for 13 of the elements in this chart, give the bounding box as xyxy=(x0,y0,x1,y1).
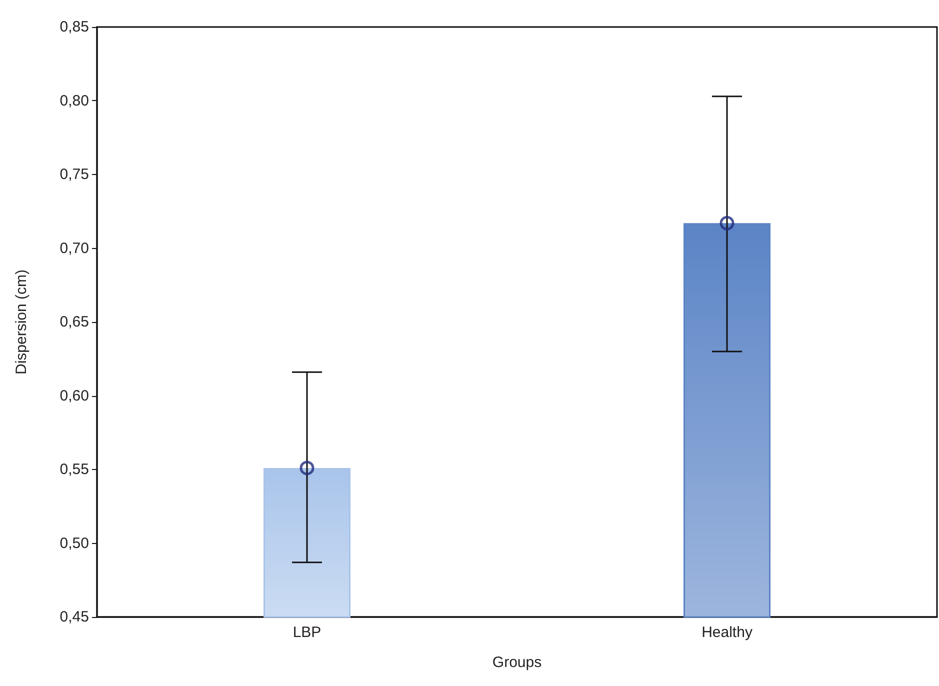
y-tick-label: 0,65 xyxy=(60,314,89,330)
x-tick-label: Healthy xyxy=(702,624,753,641)
x-axis-title: Groups xyxy=(492,654,542,671)
y-tick-label: 0,45 xyxy=(60,608,89,626)
y-tick-label: 0,50 xyxy=(60,534,89,552)
y-tick-label: 0,75 xyxy=(60,166,89,183)
y-tick-label: 0,55 xyxy=(60,461,89,478)
x-tick-label: LBP xyxy=(292,624,322,641)
y-tick-label: 0,80 xyxy=(60,92,89,110)
y-axis-title: Dispersion (cm) xyxy=(13,269,30,375)
y-tick-label: 0,70 xyxy=(60,240,89,257)
y-tick-label: 0,85 xyxy=(60,18,89,36)
y-tick-label: 0,60 xyxy=(60,387,89,404)
